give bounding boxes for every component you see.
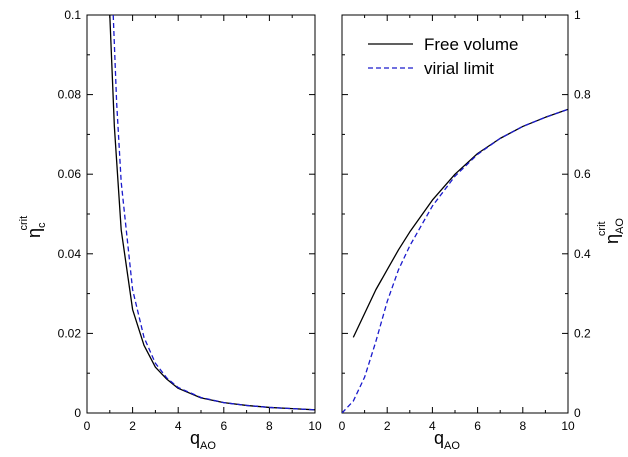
right-x-axis-label-sub: AO — [444, 440, 460, 452]
left-y-tick-label: 0.1 — [64, 8, 81, 22]
right-x-tick-label: 6 — [474, 419, 481, 433]
left-y-tick-label: 0.06 — [58, 167, 82, 181]
right-series-line-free-volume — [352, 108, 568, 338]
left-panel: 0 2 4 6 8 10 0 0.02 0.04 0.06 0.08 0.1 qAO ηccrit — [18, 8, 322, 452]
left-x-tick-label: 6 — [220, 419, 227, 433]
left-x-tick-label: 8 — [266, 419, 273, 433]
left-y-axis-label-main: η — [24, 228, 44, 238]
right-x-axis-label: qAO — [434, 428, 460, 452]
left-x-axis-label: qAO — [190, 428, 216, 452]
left-y-axis-label: ηccrit — [18, 216, 48, 238]
left-x-axis-label-main: q — [190, 428, 200, 448]
left-y-axis-label-sup: crit — [18, 216, 30, 231]
left-series-line-virial-limit — [112, 15, 315, 411]
left-x-ticks: 0 2 4 6 8 10 — [84, 15, 322, 433]
right-x-tick-label: 0 — [339, 419, 346, 433]
left-y-tick-label: 0.02 — [58, 326, 82, 340]
right-panel: 0 2 4 6 8 10 00.20.40.60.81 qAO ηAOcrit Free … — [339, 8, 626, 452]
right-series — [342, 108, 568, 413]
right-x-tick-label: 10 — [561, 419, 575, 433]
left-y-tick-label: 0.04 — [58, 247, 82, 261]
left-x-axis-label-sub: AO — [200, 440, 216, 452]
legend: Free volume virial limit — [368, 35, 518, 78]
right-series-line-virial-limit — [342, 108, 568, 413]
left-y-ticks: 0 0.02 0.04 0.06 0.08 0.1 — [58, 8, 315, 420]
left-y-tick-label: 0 — [74, 406, 81, 420]
legend-label-virial-limit: virial limit — [424, 59, 494, 78]
left-y-axis-label-sub: c — [36, 222, 48, 228]
right-y-tick-label: 0 — [574, 406, 581, 420]
left-x-tick-label: 10 — [308, 419, 322, 433]
left-series — [109, 15, 315, 411]
left-x-tick-label: 4 — [175, 419, 182, 433]
right-x-tick-label: 2 — [384, 419, 391, 433]
right-y-axis-label-sub: AO — [614, 218, 626, 234]
left-series-line-free-volume — [109, 15, 315, 411]
right-x-ticks: 0 2 4 6 8 10 — [339, 15, 575, 433]
left-y-tick-label: 0.08 — [58, 88, 82, 102]
right-y-axis-label-main: η — [602, 234, 622, 244]
right-y-tick-label: 0.8 — [574, 88, 591, 102]
right-y-tick-label: 0.2 — [574, 326, 591, 340]
right-y-axis-label-sup: crit — [596, 221, 608, 236]
right-y-tick-label: 0.6 — [574, 167, 591, 181]
right-x-tick-label: 8 — [519, 419, 526, 433]
right-y-tick-label: 1 — [574, 8, 581, 22]
right-y-axis-label: ηAO crit — [596, 218, 626, 244]
right-y-ticks: 0 0.2 0.4 0.6 0.8 1 — [342, 8, 591, 420]
right-y-tick-label: 0.4 — [574, 247, 591, 261]
legend-label-free-volume: Free volume — [424, 35, 518, 54]
right-x-axis-label-main: q — [434, 428, 444, 448]
left-x-tick-label: 0 — [84, 419, 91, 433]
left-plot-frame — [86, 14, 316, 414]
left-x-tick-label: 2 — [129, 419, 136, 433]
right-x-tick-label: 4 — [429, 419, 436, 433]
